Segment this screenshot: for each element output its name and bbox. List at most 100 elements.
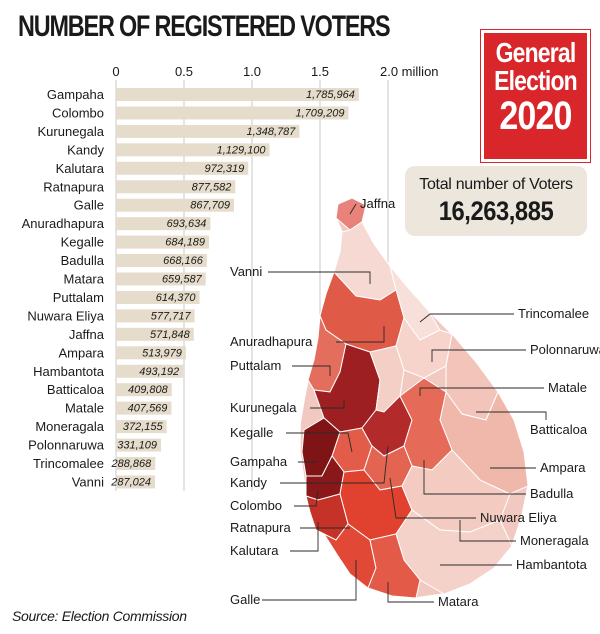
category-label: Kandy: [67, 142, 104, 157]
bar: [116, 364, 184, 378]
bar: [116, 217, 211, 231]
map-label: Batticaloa: [530, 422, 588, 437]
x-tick-label: 2.0 million: [380, 64, 439, 79]
leader-line: [290, 522, 319, 552]
data-label: 493,192: [139, 366, 179, 378]
bar: [116, 272, 206, 286]
data-label: 972,319: [204, 163, 244, 175]
data-label: 1,709,209: [296, 107, 345, 119]
bar: [116, 457, 156, 470]
leader-line: [389, 477, 476, 519]
map-label: Badulla: [530, 486, 574, 501]
leader-line: [310, 400, 345, 409]
map-label: Gampaha: [230, 454, 288, 469]
map-label: Jaffna: [360, 196, 396, 211]
category-label: Ampara: [58, 345, 104, 360]
bar: [116, 180, 236, 194]
sri-lanka-map: Jaffna Vanni Trincomalee Anuradhapura Polonn…: [230, 196, 600, 609]
category-label: Ratnapura: [43, 179, 104, 194]
map-label: Polonnaruwa: [530, 342, 600, 357]
bar: [116, 124, 300, 138]
badge-line-2: Election: [494, 65, 578, 96]
category-label: Gampaha: [47, 87, 105, 102]
leader-line: [262, 560, 357, 601]
map-label: Kegalle: [230, 425, 273, 440]
data-label: 693,634: [167, 218, 207, 230]
data-label: 513,979: [142, 347, 182, 359]
data-label: 1,129,100: [217, 144, 267, 156]
category-label: Badulla: [61, 253, 105, 268]
bar: [116, 290, 200, 304]
leader-line: [286, 432, 353, 453]
category-label: Vanni: [72, 474, 104, 489]
map-label: Puttalam: [230, 358, 281, 373]
bar: [116, 309, 195, 323]
bar: [116, 88, 359, 101]
badge-line-3: 2020: [499, 94, 572, 138]
map-label: Matara: [438, 594, 479, 609]
leader-line: [419, 387, 544, 396]
category-label: Polonnaruwa: [28, 438, 105, 453]
bar: [116, 254, 207, 268]
chart-title: NUMBER OF REGISTERED VOTERS: [18, 10, 391, 43]
total-voters-box: Total number of Voters 16,263,885: [405, 166, 587, 236]
data-label: 877,582: [192, 181, 232, 193]
category-label: Nuwara Eliya: [27, 308, 104, 323]
bar: [116, 401, 172, 415]
bar: [116, 198, 235, 212]
map-label: Ampara: [540, 460, 586, 475]
x-tick-label: 0: [112, 64, 119, 79]
bar: [116, 161, 249, 175]
data-label: 867,709: [190, 200, 230, 212]
leader-line: [459, 520, 516, 542]
leader-line: [476, 411, 547, 420]
category-label: Colombo: [52, 105, 104, 120]
map-label: Kurunegala: [230, 400, 297, 415]
category-label: Anuradhapura: [22, 216, 105, 231]
category-label: Kegalle: [61, 235, 104, 250]
leader-line: [349, 203, 357, 215]
map-label: Colombo: [230, 498, 282, 513]
data-label: 1,348,787: [246, 126, 296, 138]
leader-line: [268, 271, 371, 284]
map-label: Vanni: [230, 264, 262, 279]
bar: [116, 346, 186, 360]
badge-line-1: General: [495, 37, 577, 68]
bar: [116, 143, 270, 157]
data-label: 372,155: [123, 421, 164, 433]
bar: [116, 106, 349, 120]
map-label: Ratnapura: [230, 520, 291, 535]
map-label: Nuwara Eliya: [480, 510, 557, 525]
category-label: Hambantota: [33, 364, 105, 379]
map-region-matara: [367, 533, 421, 599]
map-label: Trincomalee: [518, 306, 589, 321]
total-voters-label: Total number of Voters: [419, 176, 573, 193]
category-label: Matara: [64, 272, 105, 287]
leader-line: [423, 460, 526, 495]
category-label: Trincomalee: [33, 456, 104, 471]
data-label: 684,189: [165, 237, 205, 249]
map-label: Galle: [230, 592, 260, 607]
category-label: Batticaloa: [47, 382, 105, 397]
data-label: 287,024: [110, 476, 151, 488]
data-label: 288,868: [111, 458, 153, 470]
leader-line: [387, 582, 434, 603]
x-tick-label: 0.5: [175, 64, 193, 79]
source-note: Source: Election Commission: [12, 608, 187, 624]
data-label: 659,587: [162, 274, 203, 286]
data-label: 577,717: [151, 310, 192, 322]
bar: [116, 327, 194, 341]
total-voters-value: 16,263,885: [438, 196, 554, 226]
data-label: 614,370: [156, 292, 197, 304]
bar: [116, 383, 172, 397]
leader-line: [336, 326, 385, 343]
category-label: Matale: [65, 401, 104, 416]
category-label: Kalutara: [56, 161, 105, 176]
map-label: Hambantota: [516, 557, 588, 572]
category-label: Kurunegala: [38, 124, 105, 139]
data-label: 1,785,964: [306, 89, 355, 101]
election-badge: General Election 2020: [481, 30, 590, 162]
category-label: Galle: [74, 198, 104, 213]
data-label: 571,848: [150, 329, 191, 341]
leader-line: [280, 445, 389, 484]
